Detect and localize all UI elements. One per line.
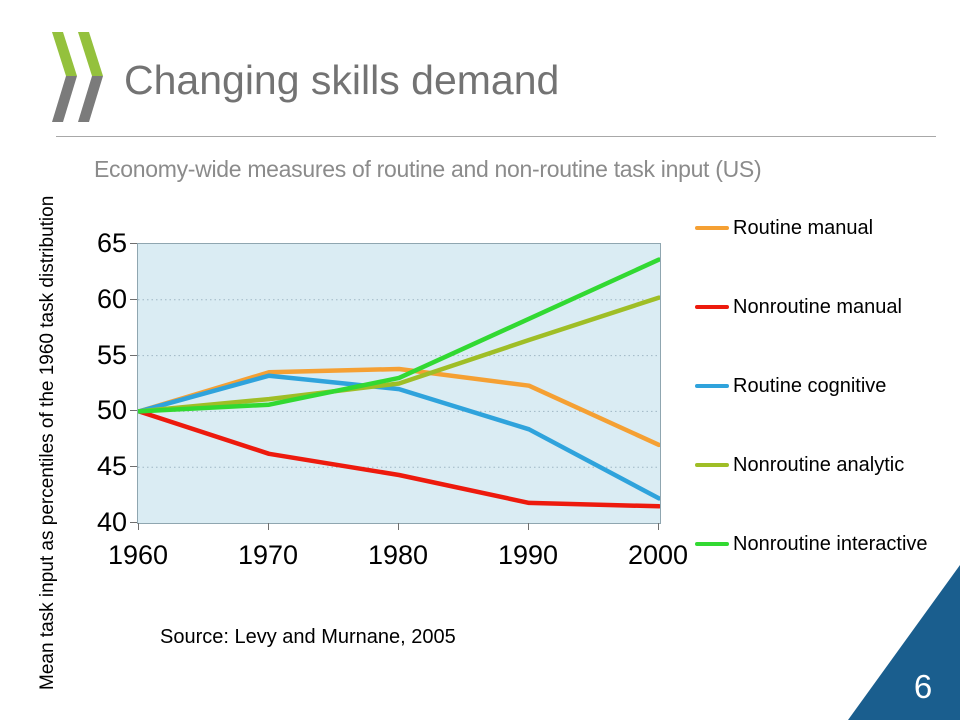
- x-tick-mark: [658, 523, 659, 530]
- y-tick-mark: [130, 410, 137, 412]
- source-note: Source: Levy and Murnane, 2005: [160, 626, 456, 648]
- x-tick-mark: [138, 523, 139, 530]
- y-tick-mark: [130, 243, 137, 244]
- y-tick-label: 40: [96, 507, 127, 537]
- legend-label: Nonroutine interactive: [733, 532, 928, 555]
- x-tick-label: 1960: [107, 540, 169, 570]
- y-tick-label: 45: [96, 451, 127, 482]
- x-tick-mark: [398, 523, 399, 530]
- legend-label: Routine cognitive: [733, 374, 887, 397]
- chevron-1-green-arm: [52, 32, 77, 76]
- page-title: Changing skills demand: [124, 57, 560, 103]
- series-line-nonroutine-analytic: [136, 295, 662, 414]
- title-divider: [56, 136, 936, 137]
- y-tick-label: 60: [96, 283, 127, 314]
- series-line-routine-cognitive: [136, 373, 662, 501]
- legend-swatch: [695, 305, 729, 309]
- chevron-1-gray-arm: [52, 76, 77, 122]
- y-tick-label: 65: [96, 228, 127, 258]
- plot-area: [136, 243, 662, 524]
- oecd-chevron-logo: [52, 32, 103, 122]
- chevron-2-gray-arm: [78, 76, 103, 122]
- x-tick-mark: [528, 523, 529, 530]
- legend-swatch: [695, 463, 729, 467]
- legend-item-nonroutine-analytic: Nonroutine analytic: [695, 452, 904, 478]
- legend-label: Routine manual: [733, 216, 874, 239]
- series-line-nonroutine-interactive: [136, 257, 662, 414]
- x-tick-mark: [268, 523, 269, 530]
- legend-item-routine-manual: Routine manual: [695, 215, 873, 241]
- x-tick-label: 1990: [497, 540, 559, 570]
- chevron-2-green-arm: [78, 32, 103, 76]
- y-tick-mark: [130, 298, 137, 300]
- series-line-nonroutine-manual: [136, 409, 662, 509]
- corner-triangle: [848, 565, 960, 720]
- chart-title: Economy-wide measures of routine and non…: [94, 156, 762, 182]
- legend-swatch: [695, 226, 729, 230]
- page-number: 6: [913, 668, 933, 705]
- y-tick-label: 55: [96, 339, 127, 370]
- line-chart: [136, 244, 662, 523]
- y-tick-mark: [130, 466, 137, 468]
- legend-label: Nonroutine analytic: [733, 453, 905, 476]
- legend-item-nonroutine-interactive: Nonroutine interactive: [695, 531, 928, 557]
- x-tick-label: 2000: [627, 540, 689, 570]
- legend-label: Nonroutine manual: [733, 295, 902, 318]
- y-axis-title: Mean task input as percentiles of the 19…: [37, 195, 58, 690]
- x-tick-label: 1980: [367, 540, 429, 570]
- y-tick-mark: [130, 522, 137, 523]
- legend-swatch: [695, 542, 729, 546]
- legend-item-routine-cognitive: Routine cognitive: [695, 373, 886, 399]
- x-tick-label: 1970: [237, 540, 299, 570]
- y-tick-mark: [130, 354, 137, 356]
- y-tick-label: 50: [96, 395, 127, 426]
- legend-swatch: [695, 384, 729, 388]
- legend-item-nonroutine-manual: Nonroutine manual: [695, 294, 902, 320]
